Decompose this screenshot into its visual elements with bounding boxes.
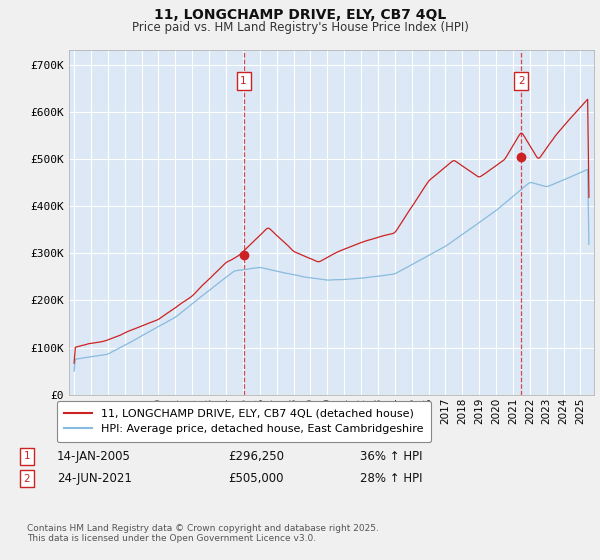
Text: 14-JAN-2005: 14-JAN-2005: [57, 450, 131, 463]
Text: £505,000: £505,000: [228, 472, 284, 486]
Text: 36% ↑ HPI: 36% ↑ HPI: [360, 450, 422, 463]
Text: 1: 1: [240, 76, 247, 86]
Text: £296,250: £296,250: [228, 450, 284, 463]
Text: Price paid vs. HM Land Registry's House Price Index (HPI): Price paid vs. HM Land Registry's House …: [131, 21, 469, 34]
Text: 28% ↑ HPI: 28% ↑ HPI: [360, 472, 422, 486]
Text: 1: 1: [23, 451, 31, 461]
Legend: 11, LONGCHAMP DRIVE, ELY, CB7 4QL (detached house), HPI: Average price, detached: 11, LONGCHAMP DRIVE, ELY, CB7 4QL (detac…: [56, 401, 431, 442]
Text: 2: 2: [23, 474, 31, 484]
Text: 24-JUN-2021: 24-JUN-2021: [57, 472, 132, 486]
Text: 11, LONGCHAMP DRIVE, ELY, CB7 4QL: 11, LONGCHAMP DRIVE, ELY, CB7 4QL: [154, 8, 446, 22]
Text: Contains HM Land Registry data © Crown copyright and database right 2025.
This d: Contains HM Land Registry data © Crown c…: [27, 524, 379, 543]
Text: 2: 2: [518, 76, 524, 86]
